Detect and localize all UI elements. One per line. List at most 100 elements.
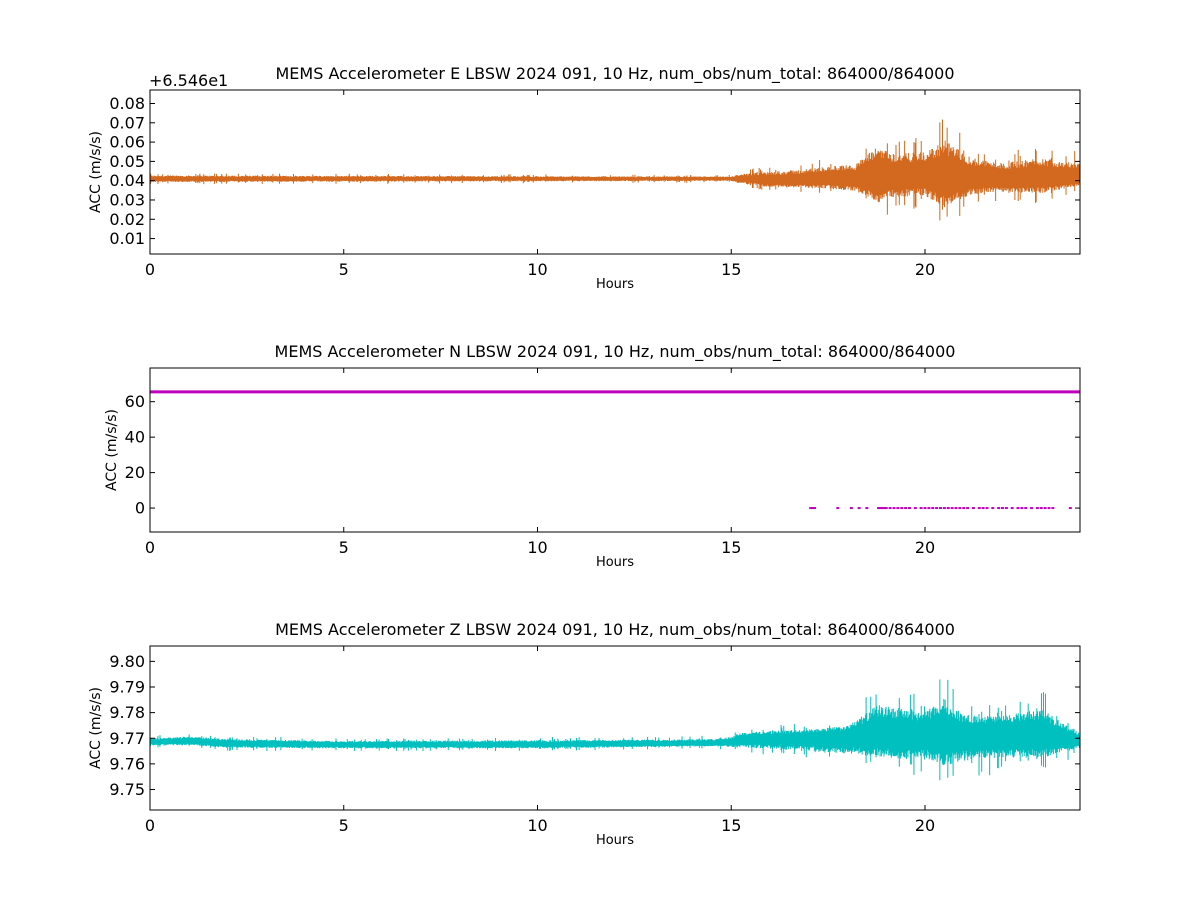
y-tick-label-z: 9.78 — [109, 703, 145, 722]
y-ticks-n: 0 20 40 60 — [125, 392, 1080, 518]
y-axis-label-z: ACC (m/s/s) — [88, 687, 104, 769]
x-axis-label-n: Hours — [596, 555, 634, 570]
panel-acc-z: MEMS Accelerometer Z LBSW 2024 091, 10 H… — [88, 620, 1081, 848]
y-tick-label-z: 9.75 — [109, 780, 145, 799]
y-tick-label-z: 9.79 — [109, 678, 145, 697]
dropout-point-n — [882, 507, 886, 510]
dropout-point-n — [884, 507, 888, 510]
x-ticks-e: 0 5 10 15 20 — [145, 90, 935, 279]
dropout-point-n — [900, 507, 904, 510]
x-tick-label-z: 0 — [145, 816, 155, 835]
dropout-point-n — [954, 507, 958, 510]
dropout-point-n — [1016, 507, 1020, 510]
dropout-point-n — [923, 507, 927, 510]
dropout-point-n — [878, 507, 882, 510]
dropout-point-n — [1010, 507, 1014, 510]
chart-title-n: MEMS Accelerometer N LBSW 2024 091, 10 H… — [275, 342, 956, 362]
chart-title-e: MEMS Accelerometer E LBSW 2024 091, 10 H… — [275, 64, 954, 84]
x-tick-label-z: 15 — [721, 816, 741, 835]
y-tick-label-e: 0.03 — [109, 190, 145, 209]
x-tick-label-n: 20 — [915, 538, 935, 557]
dropout-point-n — [962, 507, 966, 510]
y-tick-label-e: 0.01 — [109, 229, 145, 248]
y-tick-label-e: 0.05 — [109, 152, 145, 171]
panel-acc-e: MEMS Accelerometer E LBSW 2024 091, 10 H… — [88, 64, 1081, 292]
dropout-point-n — [809, 507, 813, 510]
x-tick-label-n: 0 — [145, 538, 155, 557]
dropout-point-n — [1068, 507, 1072, 510]
chart-title-z: MEMS Accelerometer Z LBSW 2024 091, 10 H… — [275, 620, 955, 640]
dropout-point-n — [977, 507, 981, 510]
dropout-point-n — [997, 507, 1001, 510]
dropout-point-n — [958, 507, 962, 510]
axes-frame-z — [149, 645, 1081, 811]
dropout-point-n — [950, 507, 954, 510]
y-tick-label-e: 0.02 — [109, 210, 145, 229]
dropout-point-n — [919, 507, 923, 510]
dropout-point-n — [935, 507, 939, 510]
dropout-point-n — [849, 507, 853, 510]
dropout-point-n — [896, 507, 900, 510]
dropout-point-n — [1047, 507, 1051, 510]
dropout-point-n — [971, 507, 975, 510]
x-tick-label-z: 20 — [915, 816, 935, 835]
dropout-point-n — [1004, 507, 1008, 510]
dropout-point-n — [892, 507, 896, 510]
y-offset-label-e: +6.546e1 — [149, 71, 228, 90]
plot-area-e — [149, 119, 1081, 221]
dropout-point-n — [991, 507, 995, 510]
y-tick-label-z: 9.76 — [109, 754, 145, 773]
dropout-point-n — [1020, 507, 1024, 510]
dropout-point-n — [865, 507, 869, 510]
plot-area-z — [149, 679, 1081, 781]
y-tick-label-e: 0.08 — [109, 94, 145, 113]
dropout-point-n — [1035, 507, 1039, 510]
dropout-point-n — [942, 507, 946, 510]
dropout-point-n — [877, 507, 880, 510]
x-tick-label-e: 5 — [339, 260, 349, 279]
y-tick-label-e: 0.04 — [109, 171, 145, 190]
x-tick-label-n: 10 — [527, 538, 547, 557]
dropout-point-n — [939, 507, 942, 510]
x-ticks-n: 0 5 10 15 20 — [145, 368, 935, 557]
axes-frame-e — [149, 89, 1081, 255]
y-tick-label-n: 0 — [135, 499, 145, 518]
x-tick-label-e: 15 — [721, 260, 741, 279]
axes-frame-n — [149, 367, 1081, 533]
dropout-point-n — [813, 507, 817, 510]
y-tick-label-e: 0.06 — [109, 133, 145, 152]
y-tick-label-n: 20 — [125, 463, 145, 482]
signal-trace-e — [149, 119, 1081, 221]
x-tick-label-e: 0 — [145, 260, 155, 279]
y-tick-label-n: 40 — [125, 428, 145, 447]
x-tick-label-n: 5 — [339, 538, 349, 557]
dropout-point-n — [1051, 507, 1055, 510]
y-ticks-z: 9.75 9.76 9.77 9.78 9.79 9.80 — [109, 652, 1080, 799]
dropout-point-n — [1024, 507, 1028, 510]
dropout-point-n — [985, 507, 989, 510]
plot-area-n — [150, 390, 1080, 510]
x-tick-label-n: 15 — [721, 538, 741, 557]
x-tick-label-z: 5 — [339, 816, 349, 835]
x-tick-label-e: 10 — [527, 260, 547, 279]
dropout-point-n — [857, 507, 861, 510]
dropout-point-n — [966, 507, 970, 510]
x-tick-label-e: 20 — [915, 260, 935, 279]
dropout-point-n — [811, 507, 815, 510]
dropout-point-n — [981, 507, 985, 510]
dropout-point-n — [908, 507, 911, 510]
x-ticks-z: 0 5 10 15 20 — [145, 646, 935, 835]
dropout-point-n — [931, 507, 935, 510]
panel-acc-n: MEMS Accelerometer N LBSW 2024 091, 10 H… — [104, 342, 1081, 570]
dropout-point-n — [1001, 507, 1004, 510]
y-tick-label-n: 60 — [125, 392, 145, 411]
dropout-point-n — [913, 507, 917, 510]
y-ticks-e: 0.010.020.030.040.050.060.070.08 — [109, 94, 1080, 248]
dropout-point-n — [1039, 507, 1043, 510]
dropout-point-n — [880, 507, 884, 510]
dropout-point-n — [836, 507, 840, 510]
y-axis-label-e: ACC (m/s/s) — [88, 131, 104, 213]
x-axis-label-z: Hours — [596, 833, 634, 848]
x-tick-label-z: 10 — [527, 816, 547, 835]
